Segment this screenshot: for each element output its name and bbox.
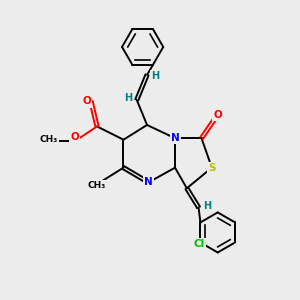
Text: N: N [171,133,179,143]
Text: S: S [208,163,216,173]
Text: H: H [124,94,132,103]
Text: N: N [144,177,153,188]
Text: O: O [213,110,222,120]
Text: H: H [151,71,159,81]
Text: CH₃: CH₃ [39,135,58,144]
Text: Cl: Cl [193,239,205,249]
Text: H: H [203,201,211,211]
Text: CH₃: CH₃ [88,181,106,190]
Text: O: O [70,132,79,142]
Text: O: O [82,96,91,106]
